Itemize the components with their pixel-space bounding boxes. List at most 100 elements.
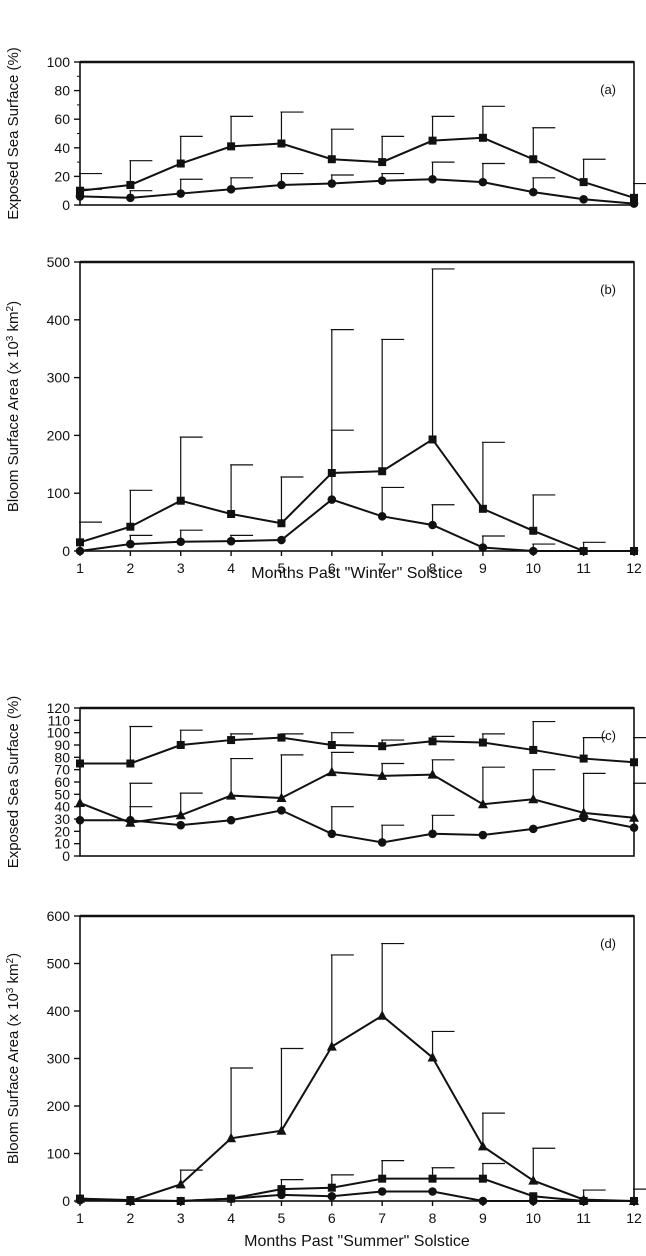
series-line — [80, 809, 635, 844]
y-tick-label: 40 — [54, 140, 70, 156]
data-point-circle — [629, 1196, 639, 1206]
x-tick-label: 4 — [227, 1210, 235, 1226]
series-line — [80, 736, 635, 765]
data-point-circle — [478, 543, 488, 552]
data-point-circle — [428, 174, 437, 184]
x-axis-label: Months Past "Summer" Solstice — [244, 1233, 470, 1250]
x-tick-label: 10 — [525, 560, 541, 576]
data-point-square — [327, 741, 336, 749]
x-tick-label: 12 — [626, 1210, 642, 1226]
panel-b: 0 100 200 300 400 500 Bloom Surface Area (x 10… — [5, 254, 642, 582]
data-point-circle — [579, 1196, 588, 1206]
y-tick-label: 100 — [47, 1146, 71, 1162]
data-point-square — [428, 136, 437, 145]
y-tick-label: 300 — [47, 370, 71, 386]
series-line — [79, 498, 634, 552]
y-axis-label-part: Bloom Surface Area (x 10 — [5, 341, 22, 512]
data-point-square — [76, 538, 84, 547]
data-point-circle — [226, 1194, 236, 1203]
data-point-square — [176, 159, 185, 168]
data-point-circle — [377, 512, 387, 521]
y-tick-label: 600 — [47, 908, 71, 924]
y-tick-label: 200 — [47, 427, 71, 443]
x-tick-label: 9 — [479, 560, 487, 576]
data-point-circle — [176, 820, 186, 830]
data-point-circle — [226, 815, 236, 825]
x-tick-label: 10 — [525, 1210, 541, 1226]
data-point-circle — [629, 823, 639, 832]
data-point-square — [478, 504, 487, 513]
x-tick-label: 6 — [328, 560, 336, 576]
x-axis-label: Months Past "Winter" Solstice — [251, 565, 463, 582]
data-point-circle — [126, 1196, 135, 1206]
series-circle — [75, 782, 639, 847]
data-point-triangle — [276, 792, 287, 803]
y-tick-label: 70 — [54, 762, 70, 778]
y-tick-label: 120 — [47, 700, 71, 716]
data-point-triangle — [326, 1041, 337, 1051]
y-tick-label: 80 — [54, 749, 70, 765]
y-axis-label-part: km — [5, 963, 22, 987]
data-point-square — [478, 133, 487, 142]
y-axis-label-part: ) — [5, 301, 22, 306]
y-tick-label: 400 — [47, 312, 71, 328]
data-point-circle — [226, 184, 236, 194]
series-line — [79, 136, 635, 199]
y-tick-label: 10 — [54, 836, 70, 852]
series-circle — [75, 161, 639, 208]
data-point-square — [378, 158, 387, 167]
data-point-square — [126, 180, 135, 189]
x-tick-label: 9 — [479, 1210, 487, 1226]
y-tick-label: 40 — [54, 799, 70, 815]
y-tick-label: 110 — [48, 712, 71, 728]
data-point-triangle — [226, 1132, 237, 1143]
data-point-square — [227, 510, 236, 519]
y-tick-label: 100 — [47, 54, 71, 70]
data-point-square — [428, 435, 437, 444]
y-axis-label-part: km — [5, 311, 22, 335]
data-point-circle — [579, 546, 588, 556]
x-tick-label: 5 — [278, 1210, 286, 1226]
series-square — [76, 1160, 638, 1205]
data-point-circle — [629, 546, 639, 556]
plot-frame — [79, 915, 635, 1202]
x-tick-label: 8 — [429, 1210, 437, 1226]
y-tick-label: 100 — [47, 485, 71, 501]
y-tick-label: 500 — [47, 956, 71, 972]
data-point-square — [529, 745, 538, 754]
series-triangle — [75, 751, 646, 827]
data-point-circle — [579, 813, 588, 823]
x-tick-label: 7 — [378, 560, 386, 576]
data-point-square — [126, 522, 135, 531]
panel-label: (a) — [600, 82, 616, 97]
x-tick-label: 4 — [227, 560, 235, 576]
data-point-circle — [75, 546, 85, 556]
data-point-circle — [478, 1196, 488, 1206]
data-point-circle — [277, 535, 286, 545]
panel-d: 0 100 200 300 400 500 600 Bloom Surface Area (x… — [5, 908, 646, 1250]
y-tick-label: 80 — [54, 83, 70, 99]
y-axis-label: Bloom Surface Area (x 103 km2) — [5, 953, 23, 1164]
data-point-square — [277, 733, 286, 742]
y-tick-label: 0 — [62, 848, 70, 864]
y-tick-label: 50 — [54, 786, 70, 802]
y-axis-label: Exposed Sea Surface (%) — [5, 696, 22, 869]
data-point-triangle — [175, 809, 186, 820]
y-tick-label: 400 — [47, 1003, 71, 1019]
y-tick-label: 20 — [54, 168, 70, 184]
data-point-circle — [428, 829, 437, 839]
series-square — [76, 720, 646, 768]
plot-frame — [79, 707, 635, 857]
series-line — [79, 1014, 635, 1203]
data-point-triangle — [377, 770, 388, 780]
data-point-square — [529, 155, 538, 164]
x-tick-label: 3 — [177, 560, 185, 576]
data-point-triangle — [175, 1178, 186, 1189]
data-point-square — [378, 742, 387, 751]
data-point-triangle — [477, 798, 488, 809]
y-tick-label: 0 — [62, 197, 70, 213]
y-axis-label-part: ) — [5, 953, 22, 958]
plot-frame — [79, 61, 635, 206]
panel-label: (d) — [600, 936, 616, 951]
data-point-triangle — [276, 1125, 287, 1135]
